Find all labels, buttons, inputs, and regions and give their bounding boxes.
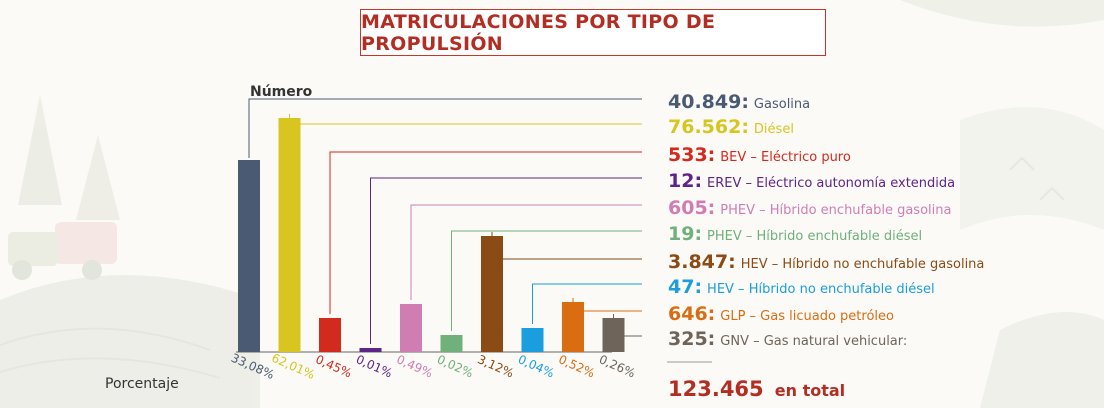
legend-entry-4: 605: PHEV – Híbrido enchufable gasolina xyxy=(668,197,951,219)
leader-line-5 xyxy=(451,230,642,331)
legend-value-9: 325: xyxy=(668,328,715,350)
legend-entry-6: 3.847: HEV – Híbrido no enchufable gasoli… xyxy=(668,251,984,273)
legend-label-2: BEV – Eléctrico puro xyxy=(720,150,851,165)
y-axis-label: Número xyxy=(250,84,313,100)
legend-value-5: 19: xyxy=(668,223,702,245)
leader-line-9 xyxy=(613,314,642,337)
percentage-label-7: 0,04% xyxy=(516,352,557,380)
legend-value-6: 3.847: xyxy=(668,251,736,273)
legend-label-0: Gasolina xyxy=(754,97,810,112)
percentage-label-2: 0,45% xyxy=(313,352,354,380)
leader-line-1 xyxy=(289,114,642,125)
legend-entry-2: 533: BEV – Eléctrico puro xyxy=(668,144,851,166)
bar-1 xyxy=(278,118,301,352)
total-value: 123.465 xyxy=(668,377,764,401)
bar-0 xyxy=(238,160,260,352)
legend-label-3: EREV – Eléctrico autonomía extendida xyxy=(707,176,955,191)
legend-entry-5: 19: PHEV – Híbrido enchufable diésel xyxy=(668,223,922,245)
legend-value-0: 40.849: xyxy=(668,91,749,113)
bar-3 xyxy=(359,348,382,352)
total-label: en total xyxy=(775,381,845,400)
legend-label-4: PHEV – Híbrido enchufable gasolina xyxy=(720,203,951,218)
legend-entry-1: 76.562: Diésel xyxy=(668,116,794,138)
legend-entry-0: 40.849: Gasolina xyxy=(668,91,810,113)
legend-label-8: GLP – Gas licuado petróleo xyxy=(720,309,894,324)
leader-line-3 xyxy=(370,177,642,344)
leader-line-0 xyxy=(248,98,642,158)
legend-label-5: PHEV – Híbrido enchufable diésel xyxy=(707,229,922,244)
legend-entry-8: 646: GLP – Gas licuado petróleo xyxy=(668,303,894,325)
chart-title: MATRICULACIONES POR TIPO DE PROPULSIÓN xyxy=(360,9,826,56)
legend-label-9: GNV – Gas natural vehicular: xyxy=(720,334,907,349)
leader-line-4 xyxy=(410,204,642,300)
percentage-label-3: 0,01% xyxy=(354,352,395,380)
bar-7 xyxy=(521,328,544,352)
legend-value-2: 533: xyxy=(668,144,715,166)
legend-value-7: 47: xyxy=(668,276,702,298)
legend-value-3: 12: xyxy=(668,170,702,192)
percentage-label-9: 0,26% xyxy=(597,352,638,380)
bar-6 xyxy=(481,236,503,352)
percentage-label-5: 0,02% xyxy=(435,352,476,380)
legend-value-1: 76.562: xyxy=(668,116,749,138)
legend-entry-9: 325: GNV – Gas natural vehicular: xyxy=(668,328,907,350)
bar-2 xyxy=(319,318,341,352)
percentage-label-1: 62,01% xyxy=(269,351,317,382)
leader-line-7 xyxy=(532,283,642,324)
bar-4 xyxy=(400,304,422,352)
percentage-label-4: 0,49% xyxy=(394,352,435,380)
percentage-label-6: 3,12% xyxy=(475,352,516,380)
leader-line-8 xyxy=(572,298,642,312)
legend-value-8: 646: xyxy=(668,303,715,325)
leader-line-6 xyxy=(491,232,642,260)
percentage-label-8: 0,52% xyxy=(556,352,597,380)
legend-entry-7: 47: HEV – Híbrido no enchufable diésel xyxy=(668,276,935,298)
legend-label-1: Diésel xyxy=(754,122,794,137)
legend-label-7: HEV – Híbrido no enchufable diésel xyxy=(707,282,935,297)
legend-entry-3: 12: EREV – Eléctrico autonomía extendida xyxy=(668,170,955,192)
x-axis-label: Porcentaje xyxy=(105,376,179,392)
legend-label-6: HEV – Híbrido no enchufable gasolina xyxy=(741,257,985,272)
legend-value-4: 605: xyxy=(668,197,715,219)
total: 123.465 en total xyxy=(668,377,845,401)
leader-line-2 xyxy=(329,151,642,314)
percentage-label-0: 33,08% xyxy=(229,351,277,382)
bar-8 xyxy=(562,302,584,352)
bar-5 xyxy=(440,335,463,352)
